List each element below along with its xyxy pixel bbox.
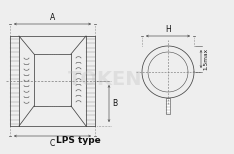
Text: LPS type: LPS type bbox=[56, 136, 100, 145]
Text: B: B bbox=[112, 99, 117, 108]
Text: A: A bbox=[50, 13, 55, 22]
Text: TOKEN: TOKEN bbox=[68, 69, 142, 89]
Text: C: C bbox=[50, 139, 55, 148]
Text: 1.5max: 1.5max bbox=[203, 48, 208, 70]
Bar bbox=[166, 98, 170, 114]
Text: H: H bbox=[165, 25, 171, 34]
